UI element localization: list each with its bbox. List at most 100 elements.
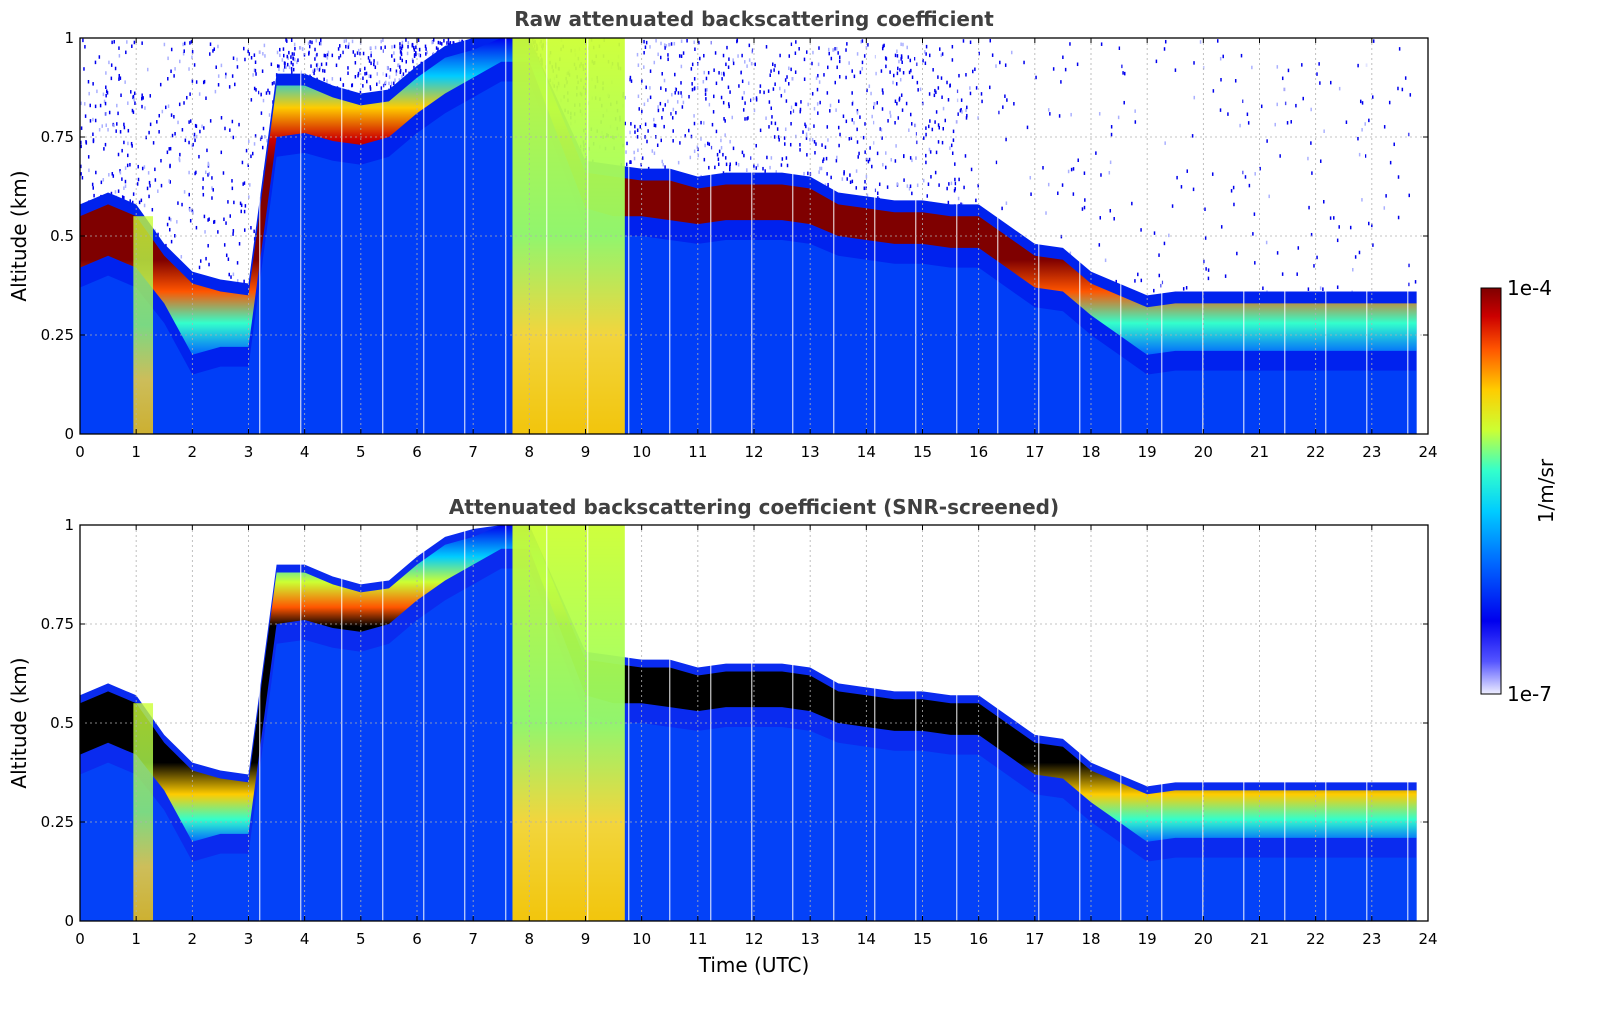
noise-speck — [182, 51, 185, 56]
noise-speck — [856, 140, 859, 144]
x-tick-label: 7 — [468, 930, 478, 948]
noise-speck — [315, 38, 318, 43]
x-tick-label: 23 — [1362, 930, 1381, 948]
noise-speck — [385, 73, 388, 77]
noise-speck — [357, 71, 360, 76]
noise-speck — [785, 99, 788, 103]
noise-speck — [724, 156, 727, 160]
noise-speck — [933, 93, 936, 98]
noise-speck — [1371, 223, 1373, 228]
noise-speck — [268, 91, 271, 95]
noise-speck — [1281, 272, 1284, 276]
noise-speck — [143, 165, 146, 169]
noise-speck — [180, 255, 183, 259]
noise-speck — [1099, 216, 1102, 220]
noise-speck — [220, 150, 223, 155]
noise-speck — [443, 39, 445, 43]
noise-speck — [779, 53, 781, 58]
noise-speck — [199, 259, 202, 263]
noise-speck — [747, 116, 749, 120]
noise-speck — [437, 40, 440, 45]
noise-speck — [170, 47, 173, 52]
noise-speck — [251, 151, 254, 156]
noise-speck — [824, 183, 827, 187]
noise-speck — [732, 58, 734, 62]
noise-speck — [1030, 192, 1032, 196]
noise-speck — [1408, 282, 1410, 287]
noise-speck — [690, 67, 693, 71]
noise-speck — [195, 170, 197, 175]
noise-speck — [168, 179, 170, 183]
noise-speck — [188, 67, 190, 71]
noise-speck — [629, 75, 632, 80]
noise-speck — [1310, 141, 1312, 145]
noise-speck — [848, 137, 851, 141]
noise-speck — [425, 52, 427, 56]
noise-speck — [209, 52, 211, 56]
noise-speck — [347, 66, 349, 70]
noise-speck — [447, 38, 450, 42]
x-tick-label: 13 — [801, 930, 820, 948]
noise-speck — [702, 80, 705, 84]
noise-speck — [290, 38, 293, 42]
noise-speck — [949, 83, 952, 88]
noise-speck — [248, 195, 250, 199]
noise-speck — [816, 102, 819, 106]
noise-speck — [630, 122, 632, 126]
screened-x-ticks: 0 1 2 3 4 5 6 7 8 9 10 11 12 13 14 15 16 17 18 19 20 21 22 23 24 — [75, 525, 1438, 948]
noise-speck — [981, 99, 983, 104]
noise-speck — [900, 42, 902, 47]
noise-speck — [1076, 62, 1079, 67]
noise-speck — [370, 61, 372, 66]
noise-speck — [1168, 233, 1170, 238]
noise-speck — [641, 109, 643, 114]
noise-speck — [1352, 267, 1354, 272]
noise-speck — [115, 129, 117, 133]
noise-speck — [308, 50, 310, 55]
noise-speck — [897, 66, 899, 71]
noise-speck — [138, 200, 141, 205]
noise-speck — [211, 186, 213, 190]
noise-speck — [127, 141, 129, 146]
noise-speck — [1323, 199, 1325, 204]
noise-speck — [686, 39, 688, 43]
noise-speck — [192, 211, 194, 215]
noise-speck — [667, 99, 669, 104]
noise-speck — [253, 229, 255, 234]
noise-speck — [369, 74, 372, 79]
noise-speck — [292, 56, 294, 60]
noise-speck — [1244, 175, 1247, 179]
noise-speck — [325, 62, 328, 66]
noise-speck — [811, 137, 814, 142]
noise-speck — [213, 219, 216, 224]
noise-speck — [276, 64, 279, 68]
noise-speck — [950, 181, 953, 186]
noise-speck — [647, 166, 650, 171]
x-tick-label: 15 — [913, 930, 932, 948]
noise-speck — [286, 54, 289, 59]
noise-speck — [129, 162, 131, 167]
noise-speck — [149, 183, 151, 188]
noise-speck — [906, 184, 909, 188]
noise-speck — [881, 88, 884, 92]
noise-speck — [1383, 125, 1386, 129]
noise-speck — [118, 77, 120, 81]
noise-speck — [911, 158, 913, 163]
screened-panel: Attenuated backscattering coefficient (S… — [7, 495, 1438, 977]
noise-speck — [231, 74, 234, 78]
noise-speck — [856, 108, 859, 113]
noise-speck — [908, 128, 910, 132]
noise-speck — [254, 68, 257, 73]
noise-speck — [1397, 175, 1400, 179]
noise-speck — [326, 79, 328, 83]
noise-speck — [742, 108, 745, 112]
noise-speck — [98, 128, 101, 132]
noise-speck — [202, 192, 205, 197]
noise-speck — [965, 116, 968, 120]
noise-speck — [682, 100, 685, 105]
noise-speck — [231, 179, 233, 183]
noise-speck — [1083, 171, 1086, 175]
noise-speck — [110, 191, 113, 196]
noise-speck — [1117, 115, 1120, 120]
noise-speck — [91, 182, 94, 187]
